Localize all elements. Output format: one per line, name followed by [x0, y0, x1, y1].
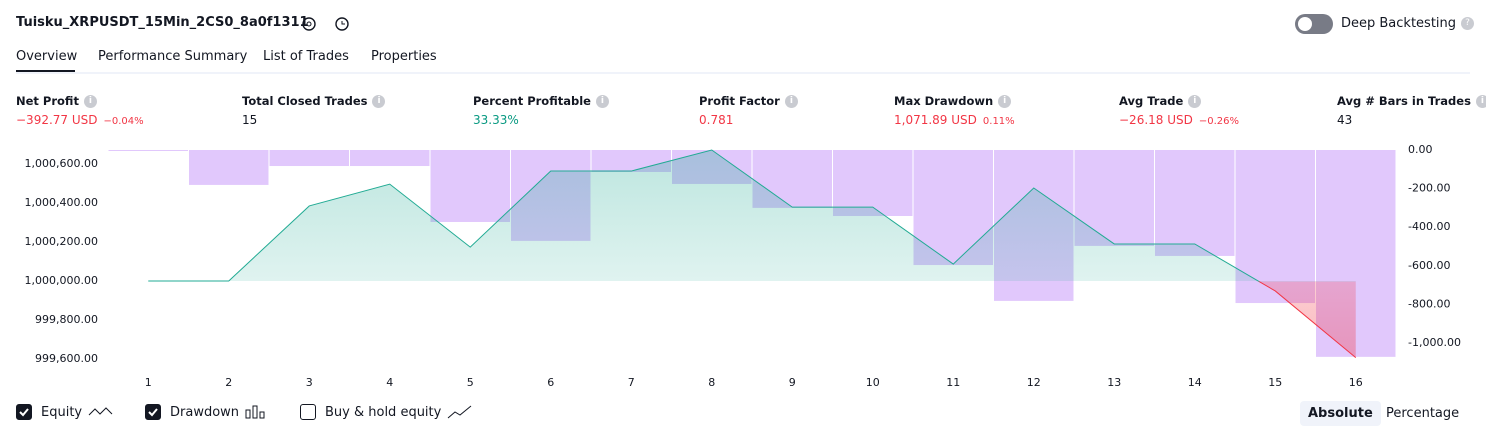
- y-tick-label: 1,000,200.00: [25, 235, 98, 248]
- x-tick-label: 10: [866, 376, 880, 389]
- toggle[interactable]: [1295, 14, 1333, 34]
- x-tick-label: 13: [1107, 376, 1121, 389]
- tab[interactable]: Performance Summary: [98, 49, 248, 64]
- y-tick-label: 999,600.00: [35, 352, 98, 365]
- metric-value-text: 43: [1337, 113, 1353, 127]
- y2-tick-label: -200.00: [1408, 182, 1450, 195]
- y2-tick-label: 0.00: [1408, 143, 1433, 156]
- metric-value: 1,071.89 USD 0.11%: [894, 113, 1015, 127]
- metric-label-text: Avg # Bars in Trades: [1337, 94, 1471, 108]
- x-tick-label: 5: [467, 376, 474, 389]
- metric-label: Max Drawdown i: [894, 94, 1012, 108]
- y2-tick-label: -400.00: [1408, 220, 1450, 233]
- metric-label: Profit Factor i: [699, 94, 798, 108]
- metric-change: −0.26%: [1198, 116, 1240, 127]
- x-tick-label: 4: [386, 376, 393, 389]
- x-tick-label: 16: [1349, 376, 1363, 389]
- metric-change: 0.11%: [982, 116, 1015, 127]
- metric-value-text: 1,071.89 USD: [894, 113, 977, 127]
- legend-item[interactable]: Drawdown: [145, 404, 269, 420]
- x-tick-label: 8: [708, 376, 715, 389]
- metric-label-text: Avg Trade: [1119, 94, 1184, 108]
- drawdown-bar: [189, 150, 269, 185]
- strategy-title: Tuisku_XRPUSDT_15Min_2CS0_8a0f1311: [16, 15, 309, 30]
- metric-label-text: Max Drawdown: [894, 94, 994, 108]
- tab[interactable]: List of Trades: [263, 49, 349, 64]
- mode-button[interactable]: Percentage: [1386, 406, 1460, 421]
- x-tick-label: 14: [1188, 376, 1202, 389]
- toggle-text: Deep Backtesting: [1341, 16, 1457, 31]
- legend-label: Equity: [41, 404, 83, 420]
- metric-label: Avg Trade i: [1119, 94, 1202, 108]
- y-tick-label: 1,000,400.00: [25, 196, 98, 209]
- divider: [16, 72, 1470, 74]
- metric-value: −26.18 USD −0.26%: [1119, 113, 1239, 127]
- tab-underline: [16, 70, 75, 73]
- y-tick-label: 1,000,600.00: [25, 157, 98, 170]
- y2-tick-label: -800.00: [1408, 297, 1450, 310]
- metric-label: Total Closed Trades i: [242, 94, 386, 108]
- header-icons[interactable]: [300, 14, 352, 34]
- drawdown-bar: [269, 150, 349, 167]
- metric-label-text: Percent Profitable: [473, 94, 591, 108]
- metric-value: −392.77 USD −0.04%: [16, 113, 144, 127]
- metric-label-text: Net Profit: [16, 94, 79, 108]
- chart: 999,600.00 999,800.00 1,000,000.00 1,000,20…: [25, 143, 1461, 389]
- drawdown-bar: [1155, 150, 1235, 256]
- equity-line: [148, 149, 1261, 282]
- metric-label: Percent Profitable i: [473, 94, 609, 108]
- metric-change: −0.04%: [103, 116, 144, 127]
- y2-tick-label: -600.00: [1408, 259, 1450, 272]
- metric-value: 43: [1337, 113, 1352, 127]
- legend-item[interactable]: Buy & hold equity: [300, 404, 473, 420]
- legend-item[interactable]: Equity: [16, 404, 114, 420]
- x-tick-label: 11: [946, 376, 960, 389]
- metric-value: 0.781: [699, 113, 733, 127]
- x-tick-label: 7: [628, 376, 635, 389]
- x-tick-label: 6: [547, 376, 554, 389]
- drawdown-bar: [833, 150, 913, 216]
- mode-button[interactable]: Absolute: [1300, 401, 1381, 426]
- x-tick-label: 12: [1027, 376, 1041, 389]
- y2-tick-label: -1,000.00: [1408, 336, 1461, 349]
- legend-label: Buy & hold equity: [325, 404, 442, 420]
- x-tick-label: 1: [145, 376, 152, 389]
- equity-area: [1259, 281, 1356, 358]
- metric-value-text: 33.33%: [473, 113, 519, 127]
- drawdown-bar: [108, 150, 188, 151]
- x-tick-label: 15: [1268, 376, 1282, 389]
- metric-value-text: −392.77 USD: [16, 113, 98, 127]
- y-tick-label: 1,000,000.00: [25, 274, 98, 287]
- metric-label: Net Profit i: [16, 94, 97, 108]
- equity-area: [148, 150, 1356, 282]
- x-tick-label: 3: [306, 376, 313, 389]
- metric-label-text: Profit Factor: [699, 94, 780, 108]
- metric-value-text: −26.18 USD: [1119, 113, 1193, 127]
- drawdown-bar: [350, 150, 430, 167]
- metric-value: 33.33%: [473, 113, 519, 127]
- toggle-label: Deep Backtesting?: [1341, 16, 1475, 31]
- metric-value-text: 0.781: [699, 113, 734, 127]
- legend-label: Drawdown: [170, 404, 240, 420]
- metric-value: 15: [242, 113, 257, 127]
- x-tick-label: 2: [225, 376, 232, 389]
- y-tick-label: 999,800.00: [35, 313, 98, 326]
- tab[interactable]: Overview: [16, 49, 78, 64]
- metric-label-text: Total Closed Trades: [242, 94, 368, 108]
- tab[interactable]: Properties: [371, 49, 437, 64]
- x-tick-label: 9: [789, 376, 796, 389]
- drawdown-bar: [430, 150, 510, 222]
- metric-label: Avg # Bars in Trades i: [1337, 94, 1486, 108]
- metric-value-text: 15: [242, 113, 258, 127]
